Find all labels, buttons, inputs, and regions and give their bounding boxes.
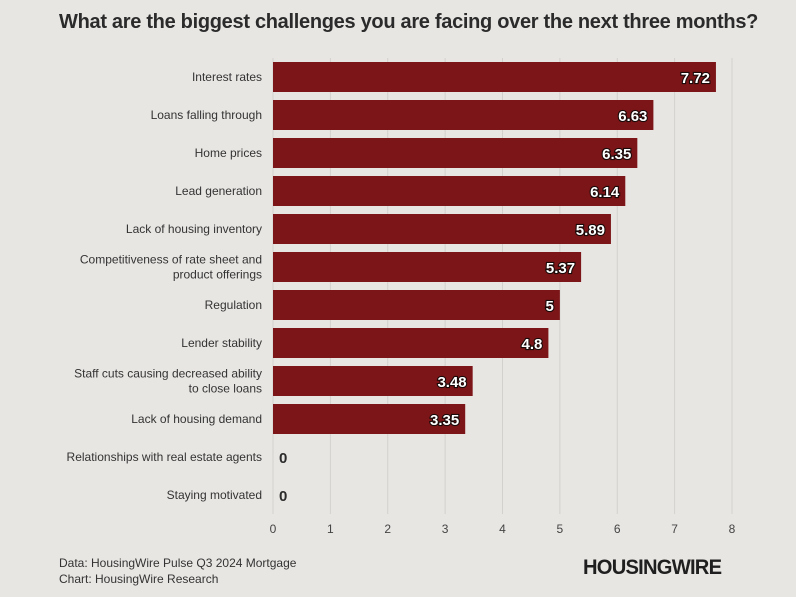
value-label: 5.37 <box>546 260 575 277</box>
housingwire-logo: HOUSINGWIRE <box>583 556 722 579</box>
category-label: Lack of housing inventory <box>126 222 262 236</box>
category-label: Interest rates <box>192 70 262 84</box>
category-label: Lead generation <box>175 184 262 198</box>
value-label: 0 <box>279 488 287 505</box>
value-label: 7.72 <box>681 70 710 87</box>
bar <box>273 100 654 130</box>
value-label: 4.8 <box>522 336 543 353</box>
x-tick-label: 7 <box>671 522 678 536</box>
bar <box>273 404 466 434</box>
x-tick-label: 2 <box>384 522 391 536</box>
x-tick-label: 4 <box>499 522 506 536</box>
bar <box>273 62 716 92</box>
bar <box>273 366 473 396</box>
bar <box>273 290 560 320</box>
value-label: 5.89 <box>576 222 605 239</box>
value-label: 3.48 <box>437 374 466 391</box>
value-label: 6.63 <box>618 108 647 125</box>
category-label: Loans falling through <box>151 108 262 122</box>
chart-footer: Data: HousingWire Pulse Q3 2024 Mortgage… <box>59 555 296 587</box>
x-tick-label: 1 <box>327 522 334 536</box>
category-label: Staff cuts causing decreased ability to c… <box>74 367 262 396</box>
value-label: 6.35 <box>602 146 631 163</box>
x-tick-label: 6 <box>614 522 621 536</box>
bar <box>273 138 638 168</box>
x-tick-label: 3 <box>442 522 449 536</box>
category-label: Regulation <box>205 298 262 312</box>
data-source: Data: HousingWire Pulse Q3 2024 Mortgage <box>59 556 297 570</box>
value-label: 5 <box>546 298 554 315</box>
bar <box>273 176 626 206</box>
category-label: Relationships with real estate agents <box>67 450 262 464</box>
bar <box>273 328 549 358</box>
category-label: Lack of housing demand <box>131 412 262 426</box>
bar <box>273 252 582 282</box>
value-label: 0 <box>279 450 287 467</box>
x-tick-label: 5 <box>557 522 564 536</box>
category-label: Home prices <box>195 146 262 160</box>
category-label: Lender stability <box>181 336 262 350</box>
x-tick-label: 8 <box>729 522 736 536</box>
category-label: Competitiveness of rate sheet and product… <box>80 253 262 282</box>
category-label: Staying motivated <box>167 488 262 502</box>
chart-title: What are the biggest challenges you are … <box>59 11 759 33</box>
chart-credit: Chart: HousingWire Research <box>59 572 219 586</box>
value-label: 6.14 <box>590 184 620 201</box>
value-label: 3.35 <box>430 412 459 429</box>
bar <box>273 214 611 244</box>
x-tick-label: 0 <box>270 522 277 536</box>
